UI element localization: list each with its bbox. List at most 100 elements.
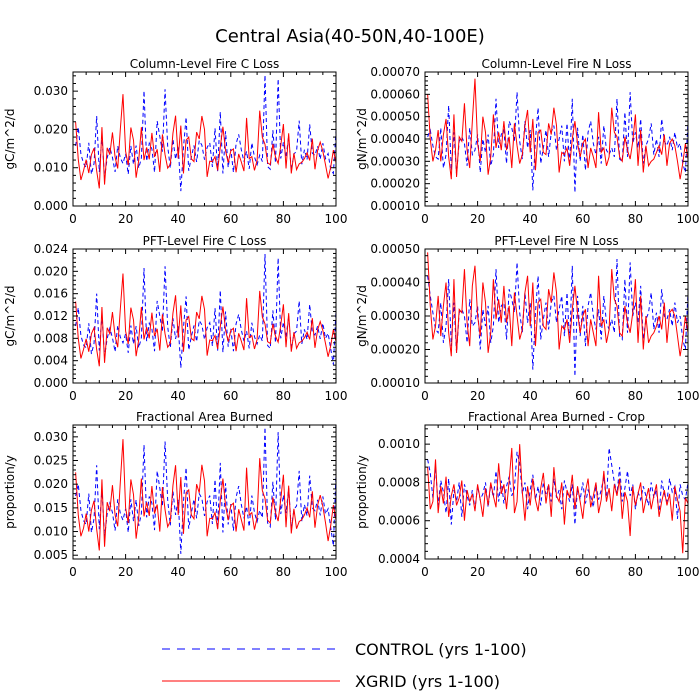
x-tick-label: 20 bbox=[470, 389, 485, 403]
panel-title: Column-Level Fire N Loss bbox=[481, 57, 631, 71]
x-tick-label: 60 bbox=[575, 565, 590, 579]
x-tick-label: 0 bbox=[69, 212, 77, 226]
y-tick-label: 0.00060 bbox=[370, 87, 420, 101]
figure-title: Central Asia(40-50N,40-100E) bbox=[215, 26, 485, 47]
panel-fractional-area-burned-crop: Fractional Area Burned - Crop proportion/… bbox=[355, 410, 699, 579]
y-tick-label: 0.010 bbox=[34, 161, 68, 175]
x-tick-label: 100 bbox=[325, 212, 348, 226]
y-tick-label: 0.008 bbox=[34, 331, 68, 345]
x-tick-label: 60 bbox=[223, 389, 238, 403]
x-tick-label: 40 bbox=[523, 389, 538, 403]
series-line-xgrid bbox=[75, 94, 336, 189]
x-tick-label: 80 bbox=[628, 565, 643, 579]
panel-title: Column-Level Fire C Loss bbox=[130, 57, 280, 71]
x-tick-label: 0 bbox=[69, 389, 77, 403]
y-tick-label: 0.00050 bbox=[370, 110, 420, 124]
legend-xgrid-label: XGRID (yrs 1-100) bbox=[355, 672, 500, 691]
x-tick-label: 80 bbox=[276, 212, 291, 226]
y-tick-label: 0.00010 bbox=[370, 376, 420, 390]
y-tick-label: 0.010 bbox=[34, 525, 68, 539]
x-tick-label: 20 bbox=[118, 389, 133, 403]
series-line-xgrid bbox=[75, 439, 336, 551]
x-tick-label: 100 bbox=[325, 389, 348, 403]
y-tick-label: 0.020 bbox=[34, 477, 68, 491]
x-tick-label: 40 bbox=[523, 212, 538, 226]
x-tick-label: 0 bbox=[421, 212, 429, 226]
x-tick-label: 80 bbox=[276, 565, 291, 579]
x-tick-label: 20 bbox=[470, 212, 485, 226]
x-tick-label: 80 bbox=[628, 212, 643, 226]
y-axis-label: gN/m^2/d bbox=[355, 285, 369, 347]
x-tick-label: 100 bbox=[677, 565, 700, 579]
panel-title: Fractional Area Burned bbox=[136, 410, 273, 424]
series-line-xgrid bbox=[427, 78, 688, 180]
y-tick-label: 0.0010 bbox=[378, 437, 420, 451]
panels: Column-Level Fire C Loss gC/m^2/d 0 20 40 60 8… bbox=[3, 57, 699, 579]
y-axis-label: gN/m^2/d bbox=[355, 108, 369, 170]
panel-column-level-fire-c-loss: Column-Level Fire C Loss gC/m^2/d 0 20 40 60 8… bbox=[3, 57, 347, 226]
x-tick-label: 0 bbox=[421, 389, 429, 403]
y-tick-label: 0.016 bbox=[34, 287, 68, 301]
x-tick-label: 0 bbox=[421, 565, 429, 579]
x-tick-label: 20 bbox=[470, 565, 485, 579]
y-tick-label: 0.0004 bbox=[378, 552, 420, 566]
x-tick-label: 60 bbox=[575, 389, 590, 403]
x-tick-label: 20 bbox=[118, 212, 133, 226]
legend: CONTROL (yrs 1-100) XGRID (yrs 1-100) bbox=[162, 640, 527, 691]
y-tick-label: 0.00010 bbox=[370, 199, 420, 213]
y-tick-label: 0.012 bbox=[34, 309, 68, 323]
x-tick-label: 60 bbox=[223, 212, 238, 226]
series-line-xgrid bbox=[427, 252, 688, 357]
y-tick-label: 0.004 bbox=[34, 354, 68, 368]
y-tick-label: 0.020 bbox=[34, 122, 68, 136]
y-tick-label: 0.030 bbox=[34, 430, 68, 444]
x-tick-label: 40 bbox=[523, 565, 538, 579]
x-tick-label: 60 bbox=[223, 565, 238, 579]
panel-title: Fractional Area Burned - Crop bbox=[468, 410, 645, 424]
y-tick-label: 0.00050 bbox=[370, 242, 420, 256]
x-tick-label: 100 bbox=[677, 389, 700, 403]
panel-fractional-area-burned: Fractional Area Burned proportion/y 0 20 40 6… bbox=[3, 410, 347, 579]
y-tick-label: 0.000 bbox=[34, 376, 68, 390]
y-tick-label: 0.00020 bbox=[370, 177, 420, 191]
y-tick-label: 0.024 bbox=[34, 242, 68, 256]
y-axis-label: proportion/y bbox=[355, 455, 369, 529]
y-tick-label: 0.00020 bbox=[370, 343, 420, 357]
y-tick-label: 0.00070 bbox=[370, 65, 420, 79]
series-line-xgrid bbox=[75, 273, 336, 367]
x-tick-label: 80 bbox=[276, 389, 291, 403]
x-tick-label: 100 bbox=[325, 565, 348, 579]
x-tick-label: 40 bbox=[171, 212, 186, 226]
y-tick-label: 0.00030 bbox=[370, 309, 420, 323]
x-tick-label: 0 bbox=[69, 565, 77, 579]
panel-title: PFT-Level Fire N Loss bbox=[494, 234, 618, 248]
panel-pft-level-fire-n-loss: PFT-Level Fire N Loss gN/m^2/d 0 20 40 60 80 10… bbox=[355, 234, 699, 403]
y-axis-label: gC/m^2/d bbox=[3, 108, 17, 169]
y-tick-label: 0.00030 bbox=[370, 154, 420, 168]
y-axis-label: gC/m^2/d bbox=[3, 285, 17, 346]
x-tick-label: 40 bbox=[171, 389, 186, 403]
panel-title: PFT-Level Fire C Loss bbox=[143, 234, 267, 248]
legend-control-label: CONTROL (yrs 1-100) bbox=[355, 640, 527, 659]
x-tick-label: 20 bbox=[118, 565, 133, 579]
panel-pft-level-fire-c-loss: PFT-Level Fire C Loss gC/m^2/d 0 20 40 60 80 10… bbox=[3, 234, 347, 403]
y-tick-label: 0.030 bbox=[34, 84, 68, 98]
x-tick-label: 100 bbox=[677, 212, 700, 226]
x-tick-label: 60 bbox=[575, 212, 590, 226]
y-tick-label: 0.0008 bbox=[378, 475, 420, 489]
y-tick-label: 0.005 bbox=[34, 548, 68, 562]
y-tick-label: 0.015 bbox=[34, 501, 68, 515]
y-tick-label: 0.020 bbox=[34, 264, 68, 278]
y-tick-label: 0.000 bbox=[34, 199, 68, 213]
y-tick-label: 0.0006 bbox=[378, 514, 420, 528]
panel-column-level-fire-n-loss: Column-Level Fire N Loss gN/m^2/d 0 20 40 60 8… bbox=[355, 57, 699, 226]
y-tick-label: 0.025 bbox=[34, 454, 68, 468]
x-tick-label: 80 bbox=[628, 389, 643, 403]
y-axis-label: proportion/y bbox=[3, 455, 17, 529]
series-line-xgrid bbox=[427, 444, 688, 554]
y-tick-label: 0.00040 bbox=[370, 132, 420, 146]
x-tick-label: 40 bbox=[171, 565, 186, 579]
y-tick-label: 0.00040 bbox=[370, 276, 420, 290]
